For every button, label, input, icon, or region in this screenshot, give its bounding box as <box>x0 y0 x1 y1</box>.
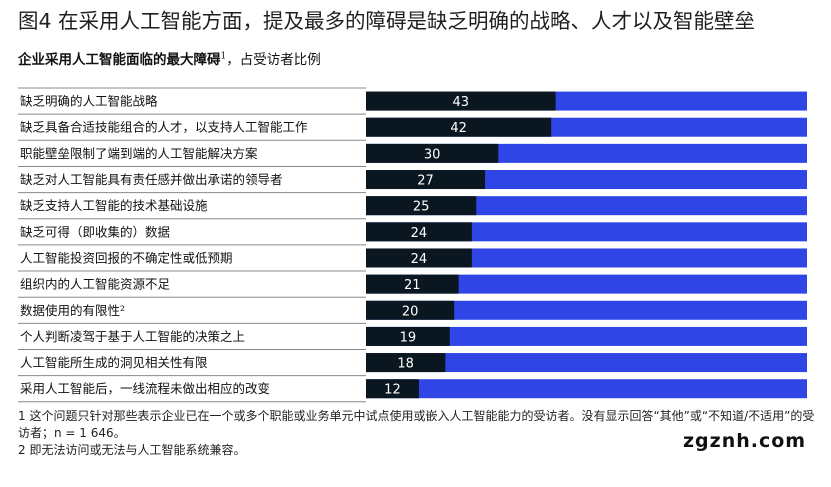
bar <box>366 117 552 137</box>
category-label: 职能壁垒限制了端到端的人工智能解决方案 <box>20 146 258 161</box>
category-label: 人工智能投资回报的不确定性或低预期 <box>20 250 233 265</box>
bar <box>366 326 450 346</box>
subtitle-footnote-mark: 1 <box>220 51 227 62</box>
bar <box>366 379 419 399</box>
bar <box>366 222 472 242</box>
category-label: 缺乏明确的人工智能战略 <box>20 94 158 109</box>
subtitle-rest: ，占受访者比例 <box>226 52 321 68</box>
data-label: 24 <box>411 252 428 267</box>
bar <box>366 91 556 111</box>
data-label: 19 <box>400 330 417 345</box>
bar <box>366 170 486 190</box>
data-label: 42 <box>450 121 467 136</box>
category-label: 个人判断凌驾于基于人工智能的决策之上 <box>20 329 245 344</box>
data-label: 20 <box>402 304 419 319</box>
watermark: zgznh.com <box>683 430 807 452</box>
footnotes: 1 这个问题只针对那些表示企业已在一个或多个职能或业务单元中试点使用或嵌入人工智… <box>18 408 818 459</box>
bar-remainder <box>366 326 807 346</box>
footnote-2: 2 即无法访问或无法与人工智能系统兼容。 <box>18 443 246 457</box>
category-label: 采用人工智能后，一线流程未做出相应的改变 <box>20 381 270 396</box>
bar-remainder <box>366 274 807 294</box>
bar-remainder <box>366 300 807 320</box>
category-label: 缺乏具备合适技能组合的人才，以支持人工智能工作 <box>20 120 308 135</box>
chart-title: 图4 在采用人工智能方面，提及最多的障碍是缺乏明确的战略、人才以及智能壁垒 <box>18 9 756 33</box>
bar-remainder <box>366 353 807 373</box>
data-label: 43 <box>453 95 470 110</box>
category-label: 数据使用的有限性² <box>20 303 125 318</box>
data-label: 18 <box>397 357 414 372</box>
bar <box>366 300 455 320</box>
data-label: 24 <box>411 226 428 241</box>
subtitle-bold: 企业采用人工智能面临的最大障碍 <box>18 52 221 68</box>
chart-subtitle: 企业采用人工智能面临的最大障碍1，占受访者比例 <box>18 48 321 69</box>
footnote-1: 1 这个问题只针对那些表示企业已在一个或多个职能或业务单元中试点使用或嵌入人工智… <box>18 409 815 440</box>
bar-remainder <box>366 222 807 242</box>
bar-remainder <box>366 248 807 268</box>
data-label: 27 <box>417 174 434 189</box>
category-label: 缺乏支持人工智能的技术基础设施 <box>20 198 208 213</box>
category-label: 组织内的人工智能资源不足 <box>20 277 171 292</box>
category-label: 缺乏对人工智能具有责任感并做出承诺的领导者 <box>20 172 283 187</box>
bar-remainder <box>366 379 807 399</box>
bar <box>366 353 446 373</box>
category-label: 人工智能所生成的洞见相关性有限 <box>20 355 208 370</box>
data-label: 30 <box>424 147 441 162</box>
data-label: 12 <box>384 383 401 398</box>
data-label: 21 <box>404 278 421 293</box>
bar <box>366 248 472 268</box>
bar <box>366 143 499 163</box>
category-label: 缺乏可得（即收集的）数据 <box>20 224 170 239</box>
bar <box>366 274 459 294</box>
bar <box>366 196 477 216</box>
data-label: 25 <box>413 200 430 215</box>
